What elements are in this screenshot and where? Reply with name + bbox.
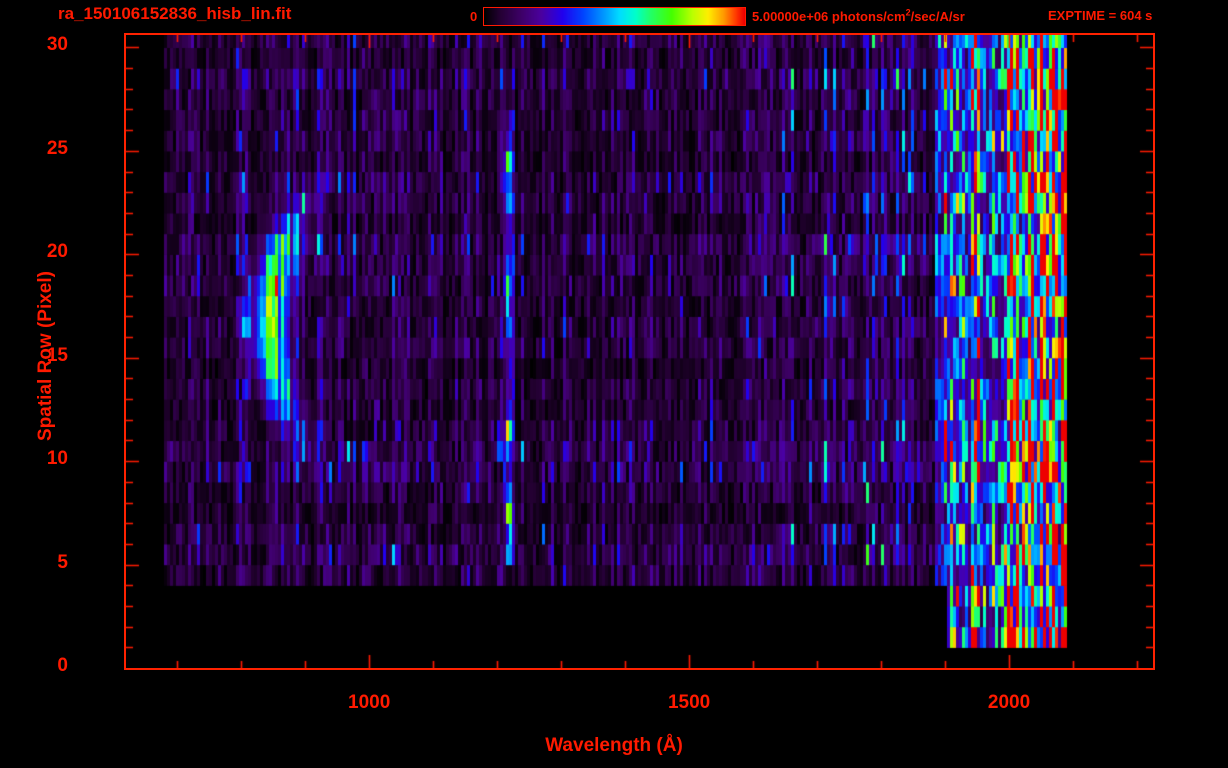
y-tick-label-0: 0: [57, 655, 68, 676]
colorbar-min-label: 0: [470, 9, 478, 24]
x-axis-title: Wavelength (Å): [545, 735, 683, 756]
x-tick-label-2000: 2000: [987, 692, 1031, 713]
x-tick-label-1500: 1500: [667, 692, 711, 713]
colorbar-units-exponent: 2: [905, 7, 911, 18]
colorbar-max-value: 5.00000e+06: [752, 9, 829, 24]
y-tick-label-10: 10: [46, 448, 68, 470]
y-axis-title: Spatial Row (Pixel): [35, 271, 56, 441]
y-tick-label-25: 25: [46, 137, 68, 159]
plot-frame: [124, 33, 1155, 670]
y-tick-label-5: 5: [57, 551, 68, 573]
spectrogram-image: [126, 35, 1153, 668]
colorbar: [483, 7, 746, 26]
page-title: ra_150106152836_hisb_lin.fit: [58, 4, 292, 23]
y-tick-label-15: 15: [46, 344, 68, 366]
colorbar-max-label: 5.00000e+06 photons/cm2/sec/A/sr: [752, 7, 965, 26]
colorbar-units-tail: /sec/A/sr: [910, 9, 965, 24]
x-tick-label-1000: 1000: [348, 692, 391, 713]
exposure-time-label: EXPTIME = 604 s: [1048, 8, 1153, 23]
y-tick-label-30: 30: [46, 34, 68, 56]
colorbar-units-text: photons/cm: [831, 9, 906, 24]
y-tick-label-20: 20: [46, 241, 68, 263]
